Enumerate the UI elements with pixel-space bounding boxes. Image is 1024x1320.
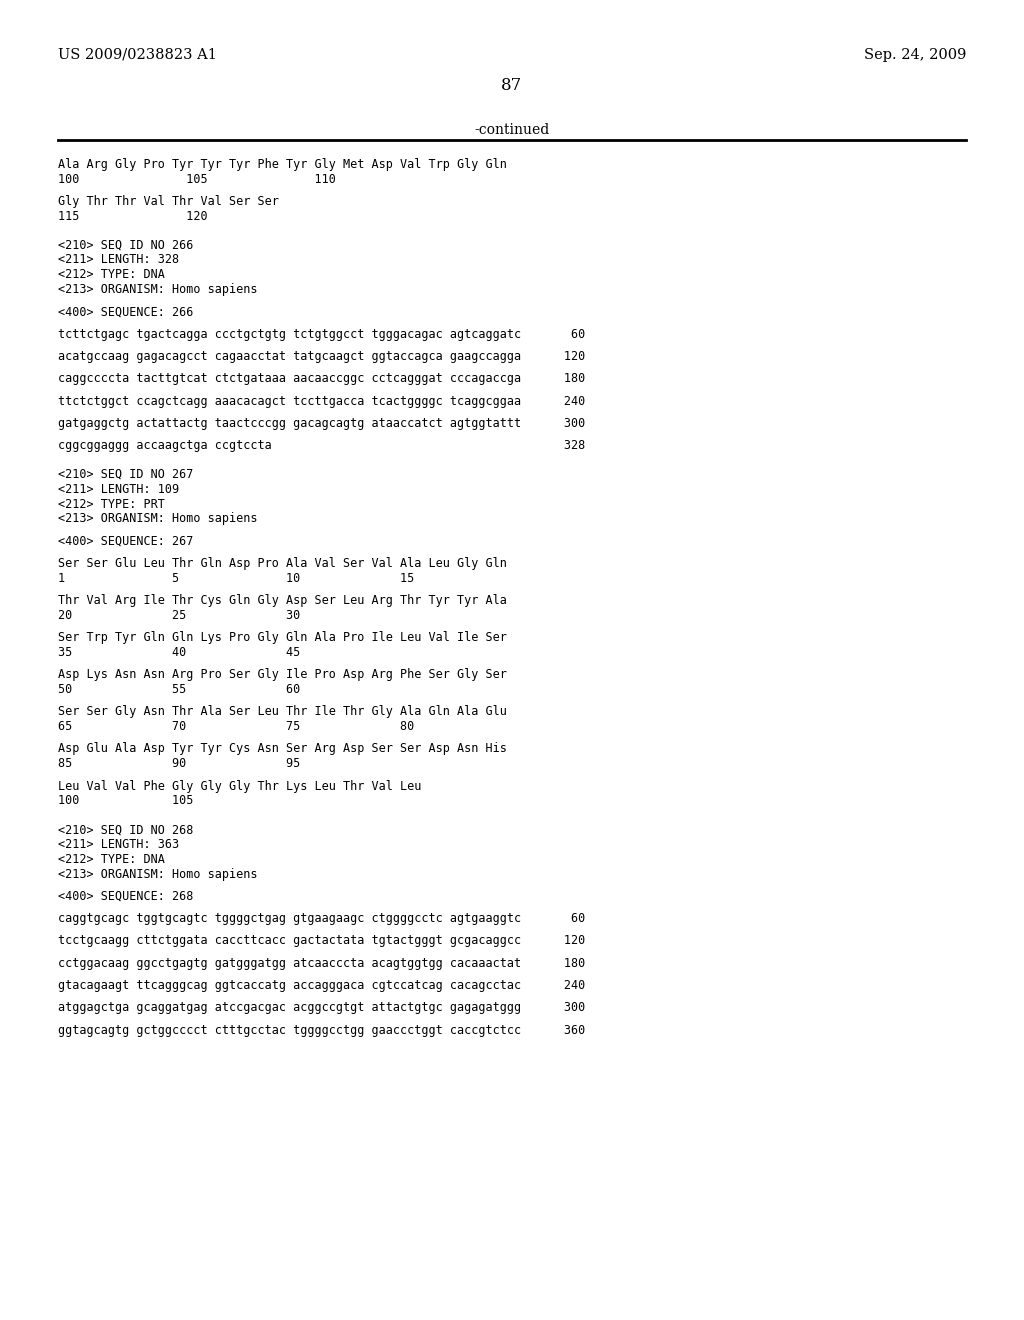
- Text: tcctgcaagg cttctggata caccttcacc gactactata tgtactgggt gcgacaggcc      120: tcctgcaagg cttctggata caccttcacc gactact…: [58, 935, 586, 948]
- Text: caggccccta tacttgtcat ctctgataaa aacaaccggc cctcagggat cccagaccga      180: caggccccta tacttgtcat ctctgataaa aacaacc…: [58, 372, 586, 385]
- Text: caggtgcagc tggtgcagtc tggggctgag gtgaagaagc ctggggcctc agtgaaggtc       60: caggtgcagc tggtgcagtc tggggctgag gtgaaga…: [58, 912, 586, 925]
- Text: <400> SEQUENCE: 268: <400> SEQUENCE: 268: [58, 890, 194, 903]
- Text: <212> TYPE: PRT: <212> TYPE: PRT: [58, 498, 165, 511]
- Text: cctggacaag ggcctgagtg gatgggatgg atcaacccta acagtggtgg cacaaactat      180: cctggacaag ggcctgagtg gatgggatgg atcaacc…: [58, 957, 586, 970]
- Text: gatgaggctg actattactg taactcccgg gacagcagtg ataaccatct agtggtattt      300: gatgaggctg actattactg taactcccgg gacagca…: [58, 417, 586, 430]
- Text: <212> TYPE: DNA: <212> TYPE: DNA: [58, 853, 165, 866]
- Text: <212> TYPE: DNA: <212> TYPE: DNA: [58, 268, 165, 281]
- Text: 1               5               10              15: 1 5 10 15: [58, 572, 415, 585]
- Text: atggagctga gcaggatgag atccgacgac acggccgtgt attactgtgc gagagatggg      300: atggagctga gcaggatgag atccgacgac acggccg…: [58, 1002, 586, 1014]
- Text: 65              70              75              80: 65 70 75 80: [58, 721, 415, 733]
- Text: gtacagaagt ttcagggcag ggtcaccatg accagggaca cgtccatcag cacagcctac      240: gtacagaagt ttcagggcag ggtcaccatg accaggg…: [58, 979, 586, 993]
- Text: acatgccaag gagacagcct cagaacctat tatgcaagct ggtaccagca gaagccagga      120: acatgccaag gagacagcct cagaacctat tatgcaa…: [58, 350, 586, 363]
- Text: 35              40              45: 35 40 45: [58, 645, 300, 659]
- Text: <213> ORGANISM: Homo sapiens: <213> ORGANISM: Homo sapiens: [58, 867, 257, 880]
- Text: <210> SEQ ID NO 268: <210> SEQ ID NO 268: [58, 824, 194, 836]
- Text: Ser Ser Glu Leu Thr Gln Asp Pro Ala Val Ser Val Ala Leu Gly Gln: Ser Ser Glu Leu Thr Gln Asp Pro Ala Val …: [58, 557, 507, 570]
- Text: <213> ORGANISM: Homo sapiens: <213> ORGANISM: Homo sapiens: [58, 282, 257, 296]
- Text: Asp Lys Asn Asn Arg Pro Ser Gly Ile Pro Asp Arg Phe Ser Gly Ser: Asp Lys Asn Asn Arg Pro Ser Gly Ile Pro …: [58, 668, 507, 681]
- Text: <213> ORGANISM: Homo sapiens: <213> ORGANISM: Homo sapiens: [58, 512, 257, 525]
- Text: cggcggaggg accaagctga ccgtccta                                         328: cggcggaggg accaagctga ccgtccta 328: [58, 440, 586, 453]
- Text: US 2009/0238823 A1: US 2009/0238823 A1: [58, 48, 217, 62]
- Text: 20              25              30: 20 25 30: [58, 609, 300, 622]
- Text: <211> LENGTH: 363: <211> LENGTH: 363: [58, 838, 179, 851]
- Text: 100             105: 100 105: [58, 795, 194, 808]
- Text: <400> SEQUENCE: 267: <400> SEQUENCE: 267: [58, 535, 194, 548]
- Text: <210> SEQ ID NO 266: <210> SEQ ID NO 266: [58, 239, 194, 252]
- Text: 87: 87: [502, 77, 522, 94]
- Text: 115               120: 115 120: [58, 210, 208, 223]
- Text: -continued: -continued: [474, 123, 550, 137]
- Text: Gly Thr Thr Val Thr Val Ser Ser: Gly Thr Thr Val Thr Val Ser Ser: [58, 195, 279, 209]
- Text: Sep. 24, 2009: Sep. 24, 2009: [863, 48, 966, 62]
- Text: Asp Glu Ala Asp Tyr Tyr Cys Asn Ser Arg Asp Ser Ser Asp Asn His: Asp Glu Ala Asp Tyr Tyr Cys Asn Ser Arg …: [58, 742, 507, 755]
- Text: 85              90              95: 85 90 95: [58, 758, 300, 771]
- Text: Leu Val Val Phe Gly Gly Gly Thr Lys Leu Thr Val Leu: Leu Val Val Phe Gly Gly Gly Thr Lys Leu …: [58, 780, 421, 792]
- Text: <211> LENGTH: 328: <211> LENGTH: 328: [58, 253, 179, 267]
- Text: <211> LENGTH: 109: <211> LENGTH: 109: [58, 483, 179, 496]
- Text: Thr Val Arg Ile Thr Cys Gln Gly Asp Ser Leu Arg Thr Tyr Tyr Ala: Thr Val Arg Ile Thr Cys Gln Gly Asp Ser …: [58, 594, 507, 607]
- Text: 100               105               110: 100 105 110: [58, 173, 336, 186]
- Text: 50              55              60: 50 55 60: [58, 682, 300, 696]
- Text: ggtagcagtg gctggcccct ctttgcctac tggggcctgg gaaccctggt caccgtctcc      360: ggtagcagtg gctggcccct ctttgcctac tggggcc…: [58, 1024, 586, 1036]
- Text: ttctctggct ccagctcagg aaacacagct tccttgacca tcactggggc tcaggcggaa      240: ttctctggct ccagctcagg aaacacagct tccttga…: [58, 395, 586, 408]
- Text: Ser Ser Gly Asn Thr Ala Ser Leu Thr Ile Thr Gly Ala Gln Ala Glu: Ser Ser Gly Asn Thr Ala Ser Leu Thr Ile …: [58, 705, 507, 718]
- Text: <400> SEQUENCE: 266: <400> SEQUENCE: 266: [58, 305, 194, 318]
- Text: Ala Arg Gly Pro Tyr Tyr Tyr Phe Tyr Gly Met Asp Val Trp Gly Gln: Ala Arg Gly Pro Tyr Tyr Tyr Phe Tyr Gly …: [58, 158, 507, 172]
- Text: Ser Trp Tyr Gln Gln Lys Pro Gly Gln Ala Pro Ile Leu Val Ile Ser: Ser Trp Tyr Gln Gln Lys Pro Gly Gln Ala …: [58, 631, 507, 644]
- Text: <210> SEQ ID NO 267: <210> SEQ ID NO 267: [58, 469, 194, 480]
- Text: tcttctgagc tgactcagga ccctgctgtg tctgtggcct tgggacagac agtcaggatc       60: tcttctgagc tgactcagga ccctgctgtg tctgtgg…: [58, 327, 586, 341]
